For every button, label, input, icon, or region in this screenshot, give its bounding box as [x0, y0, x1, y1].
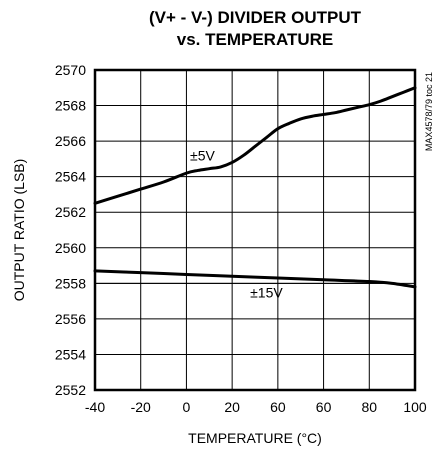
series-annotation-label-1: ±5V — [190, 148, 215, 164]
y-tick-label: 2560 — [55, 240, 86, 256]
x-tick-label: 20 — [224, 399, 240, 415]
y-tick-label: 2568 — [55, 98, 86, 114]
y-tick-label: 2552 — [55, 382, 86, 398]
plot-frame — [93, 68, 417, 392]
y-tick-label: 2566 — [55, 133, 86, 149]
x-axis-title: TEMPERATURE (°C) — [188, 430, 322, 446]
x-tick-labels: -40 -20 0 20 60 60 80 100 — [85, 399, 427, 415]
figure-id-label: MAX4578/79 toc 21 — [424, 72, 434, 151]
x-tick-label: -40 — [85, 399, 105, 415]
y-tick-label: 2570 — [55, 62, 86, 78]
series-layer — [93, 86, 417, 289]
y-tick-label: 2556 — [55, 311, 86, 327]
chart-title-line-1: (V+ - V-) DIVIDER OUTPUT — [148, 8, 362, 27]
y-axis-title: OUTPUT RATIO (LSB) — [11, 159, 27, 302]
x-tick-label: 60 — [316, 399, 332, 415]
series-line-1 — [93, 86, 417, 205]
y-tick-label: 2554 — [55, 346, 86, 362]
x-tick-label: 60 — [270, 399, 286, 415]
x-tick-label: 80 — [361, 399, 377, 415]
x-tick-label: 0 — [183, 399, 191, 415]
annotation-layer: ±5V ±15V — [95, 148, 393, 301]
y-tick-label: 2562 — [55, 204, 86, 220]
x-tick-label: -20 — [131, 399, 151, 415]
y-tick-label: 2564 — [55, 169, 86, 185]
grid — [94, 69, 416, 391]
series-line-2 — [93, 269, 417, 289]
y-tick-labels: 2552 2554 2556 2558 2560 2562 2564 2566 2568 2570 — [55, 62, 86, 398]
y-tick-label: 2558 — [55, 275, 86, 291]
series-annotation-label-2: ±15V — [250, 285, 283, 301]
x-tick-label: 100 — [403, 399, 427, 415]
chart-title-line-2: vs. TEMPERATURE — [176, 30, 334, 49]
